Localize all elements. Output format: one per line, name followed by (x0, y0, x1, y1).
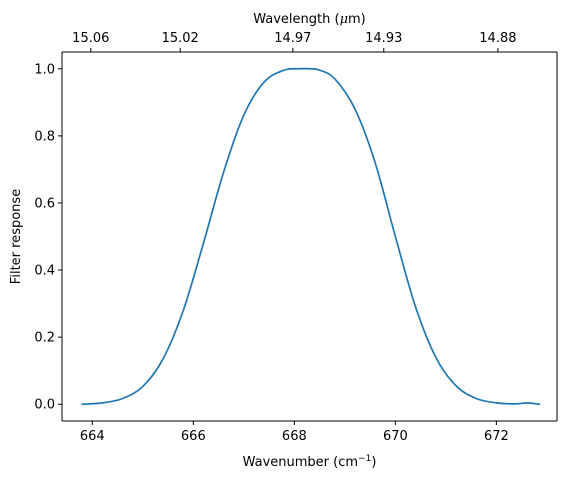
y-tick-label-4: 0.8 (34, 129, 55, 144)
top-tick-label-4: 14.88 (479, 31, 516, 46)
y-tick-label-0: 0.0 (34, 398, 55, 413)
series-layer (81, 67, 541, 406)
top-tick-label-2: 14.97 (274, 31, 311, 46)
x-axis-title-superscript: −1 (358, 454, 371, 464)
x-tick-label-2: 668 (282, 429, 307, 444)
x-tick-label-0: 664 (80, 429, 105, 444)
y-tick-label-3: 0.6 (34, 196, 55, 211)
y-tick-label-5: 1.0 (34, 62, 55, 77)
x-axis-title-main: Wavenumber (cm (243, 455, 358, 470)
x-axis-title: Wavenumber (cm−1) (243, 454, 377, 470)
top-tick-label-0: 15.06 (72, 31, 109, 46)
x-tick-label-4: 672 (484, 429, 509, 444)
x-tick-label-1: 666 (181, 429, 206, 444)
top-axis-title-mu: μ (340, 12, 348, 27)
y-axis-title: Filter response (9, 189, 24, 284)
ticks-layer: 664 666 668 670 672 0.0 0.2 0.4 0.6 0.8 1.0 15.06 15… (34, 31, 516, 444)
top-tick-label-1: 15.02 (162, 31, 199, 46)
y-tick-label-2: 0.4 (34, 264, 55, 279)
top-axis-title-main: Wavelength ( (253, 12, 339, 27)
top-axis-title-end: m) (348, 12, 366, 27)
top-axis-title: Wavelength (μm) (253, 12, 366, 27)
y-tick-label-1: 0.2 (34, 331, 55, 346)
x-axis-title-end: ) (371, 455, 376, 470)
series-line-0 (81, 67, 541, 406)
top-tick-label-3: 14.93 (365, 31, 402, 46)
x-tick-label-3: 670 (383, 429, 408, 444)
